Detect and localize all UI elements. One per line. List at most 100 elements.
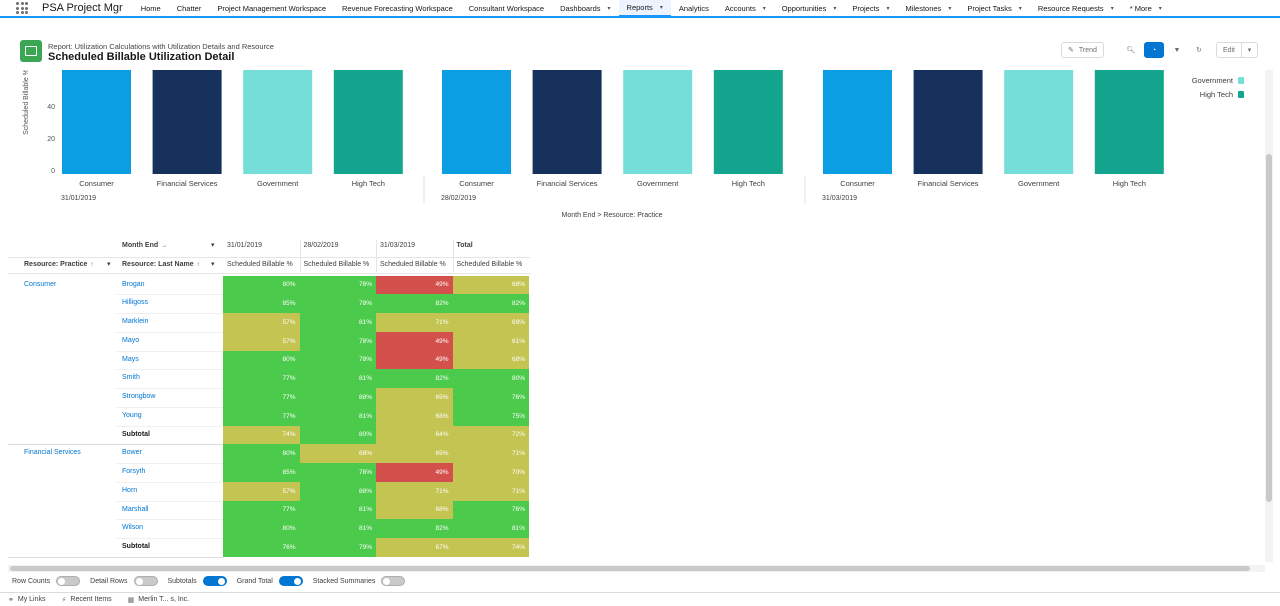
legend-label-government: Government	[1192, 76, 1234, 85]
toggle-switch-detail-rows[interactable]	[133, 576, 158, 586]
bar-financial-services-1[interactable]	[152, 70, 222, 174]
horizontal-scrollbar-thumb[interactable]	[10, 566, 1250, 571]
bar-financial-services-2[interactable]	[532, 70, 602, 174]
legend-swatch-government[interactable]	[1238, 77, 1244, 84]
chevron-down-icon[interactable]: ▾	[1018, 5, 1022, 12]
bar-government-2[interactable]	[623, 70, 693, 174]
bar-high-tech-3[interactable]	[1094, 70, 1164, 174]
trend-button[interactable]: ✎ Trend	[1061, 42, 1104, 58]
vertical-scrollbar-thumb[interactable]	[1266, 154, 1272, 502]
last-name-mays[interactable]: Mays	[122, 355, 139, 363]
app-launcher-icon[interactable]	[16, 2, 28, 14]
refresh-button[interactable]: ↻	[1189, 42, 1208, 58]
chevron-down-icon[interactable]: ▾	[948, 5, 952, 12]
search-button[interactable]: 🔍︎	[1121, 42, 1140, 58]
value-cell: 76%	[452, 388, 529, 407]
last-name-strongbow[interactable]: Strongbow	[122, 393, 156, 400]
last-name-smith[interactable]: Smith	[122, 374, 140, 382]
bar-government-1[interactable]	[243, 70, 313, 174]
measure-header: Scheduled Billable %	[227, 261, 293, 268]
chevron-down-icon[interactable]: ▾	[833, 5, 837, 12]
practice-header[interactable]: Resource: Practice ↑	[24, 261, 94, 268]
nav-item-resource-requests[interactable]: Resource Requests ▾	[1037, 3, 1114, 13]
practice-financial-services[interactable]: Financial Services	[24, 449, 81, 457]
chevron-down-icon[interactable]: ▾	[762, 5, 766, 12]
nav-item-project-tasks[interactable]: Project Tasks ▾	[967, 3, 1022, 13]
chevron-down-icon: ▾	[1247, 47, 1252, 54]
value-cell: 80%	[452, 369, 529, 389]
last-name-mayo[interactable]: Mayo	[122, 336, 140, 344]
last-name-forsyth[interactable]: Forsyth	[122, 468, 146, 475]
category-label: Consumer	[79, 179, 114, 188]
last-name-horn[interactable]: Horn	[122, 486, 138, 494]
value-cell: 57%	[223, 313, 300, 332]
nav-item-reports[interactable]: Reports ▾	[618, 0, 671, 17]
bar-high-tech-2[interactable]	[713, 70, 783, 174]
practice-menu-icon[interactable]: ▾	[107, 261, 111, 268]
last-name-young[interactable]: Young	[122, 411, 142, 419]
bar-high-tech-1[interactable]	[333, 70, 403, 174]
filter-button[interactable]: ▼	[1167, 42, 1186, 58]
utility-item-recent-items[interactable]: ⚡︎ Recent Items	[61, 596, 112, 604]
value-cell: 68%	[376, 406, 453, 426]
last-name-marshall[interactable]: Marshall	[122, 505, 149, 513]
nav-item-revenue-forecasting-workspace[interactable]: Revenue Forecasting Workspace	[342, 3, 453, 13]
value-cell: 57%	[223, 331, 300, 351]
chevron-down-icon[interactable]: ▾	[607, 5, 611, 12]
vertical-scrollbar[interactable]	[1265, 70, 1273, 562]
nav-item-opportunities[interactable]: Opportunities ▾	[781, 3, 837, 13]
utility-item-merlin-t-s-inc[interactable]: ▦ Merlin T... s, Inc.	[127, 596, 190, 604]
bar-consumer-1[interactable]	[62, 70, 131, 174]
legend-swatch-high-tech[interactable]	[1238, 91, 1244, 98]
horizontal-scrollbar[interactable]	[8, 565, 1265, 572]
toggle-switch-stacked-summaries[interactable]	[381, 576, 406, 586]
row-divider	[116, 519, 223, 521]
bar-consumer-3[interactable]	[823, 70, 892, 174]
subtotal-label: Subtotal	[122, 430, 150, 438]
nav-item-chatter[interactable]: Chatter	[176, 3, 202, 13]
utility-item-my-links[interactable]: ⚭ My Links	[8, 596, 46, 604]
toggle-switch-grand-total[interactable]	[278, 576, 303, 586]
chevron-down-icon[interactable]: ▾	[1110, 5, 1114, 12]
value-cell: 71%	[452, 444, 529, 464]
nav-item-dashboards[interactable]: Dashboards ▾	[560, 3, 611, 13]
total-header: Total	[456, 242, 473, 249]
nav-item-project-management-workspace[interactable]: Project Management Workspace	[217, 3, 326, 13]
toggle-switch-row-counts[interactable]	[56, 576, 81, 586]
last-name-marklein[interactable]: Marklein	[122, 318, 149, 325]
edit-menu-button[interactable]: ▾	[1242, 42, 1258, 58]
bar-financial-services-3[interactable]	[913, 70, 983, 174]
month-end-menu-icon[interactable]: ▾	[211, 242, 215, 249]
last-name-bower[interactable]: Bower	[122, 449, 142, 457]
chevron-down-icon[interactable]: ▾	[886, 5, 890, 12]
chart-toggle-button[interactable]: ◔	[1143, 42, 1164, 58]
chevron-down-icon[interactable]: ▾	[659, 4, 663, 11]
last-name-menu-icon[interactable]: ▾	[211, 261, 215, 268]
practice-consumer[interactable]: Consumer	[24, 280, 57, 288]
bar-consumer-2[interactable]	[442, 70, 511, 174]
month-header: 28/02/2019	[303, 242, 339, 249]
value-cell: 71%	[376, 313, 453, 332]
last-name-hilligoss[interactable]: Hilligoss	[122, 299, 149, 307]
bar-government-3[interactable]	[1004, 70, 1074, 174]
chevron-down-icon[interactable]: ▾	[1158, 5, 1162, 12]
value-cell: 75%	[452, 406, 529, 426]
nav-item-accounts[interactable]: Accounts ▾	[724, 3, 766, 13]
value-cell: 85%	[223, 463, 300, 482]
last-name-header[interactable]: Resource: Last Name ↑	[122, 261, 200, 268]
nav-item-more[interactable]: * More ▾	[1129, 3, 1162, 13]
edit-button[interactable]: Edit	[1215, 42, 1242, 58]
last-name-wilson[interactable]: Wilson	[122, 524, 144, 532]
nav-item-analytics[interactable]: Analytics	[678, 3, 709, 13]
toggle-switch-subtotals[interactable]	[202, 576, 227, 586]
nav-item-projects[interactable]: Projects ▾	[852, 3, 890, 13]
value-cell: 78%	[299, 294, 376, 314]
nav-item-home[interactable]: Home	[140, 3, 161, 13]
nav-item-consultant-workspace[interactable]: Consultant Workspace	[468, 3, 545, 13]
measure-header: Scheduled Billable %	[456, 261, 523, 268]
value-cell: 82%	[452, 294, 529, 314]
month-end-header[interactable]: Month End →	[122, 242, 168, 249]
last-name-brogan[interactable]: Brogan	[122, 280, 145, 288]
value-cell: 70%	[452, 463, 529, 482]
nav-item-milestones[interactable]: Milestones ▾	[905, 3, 952, 13]
